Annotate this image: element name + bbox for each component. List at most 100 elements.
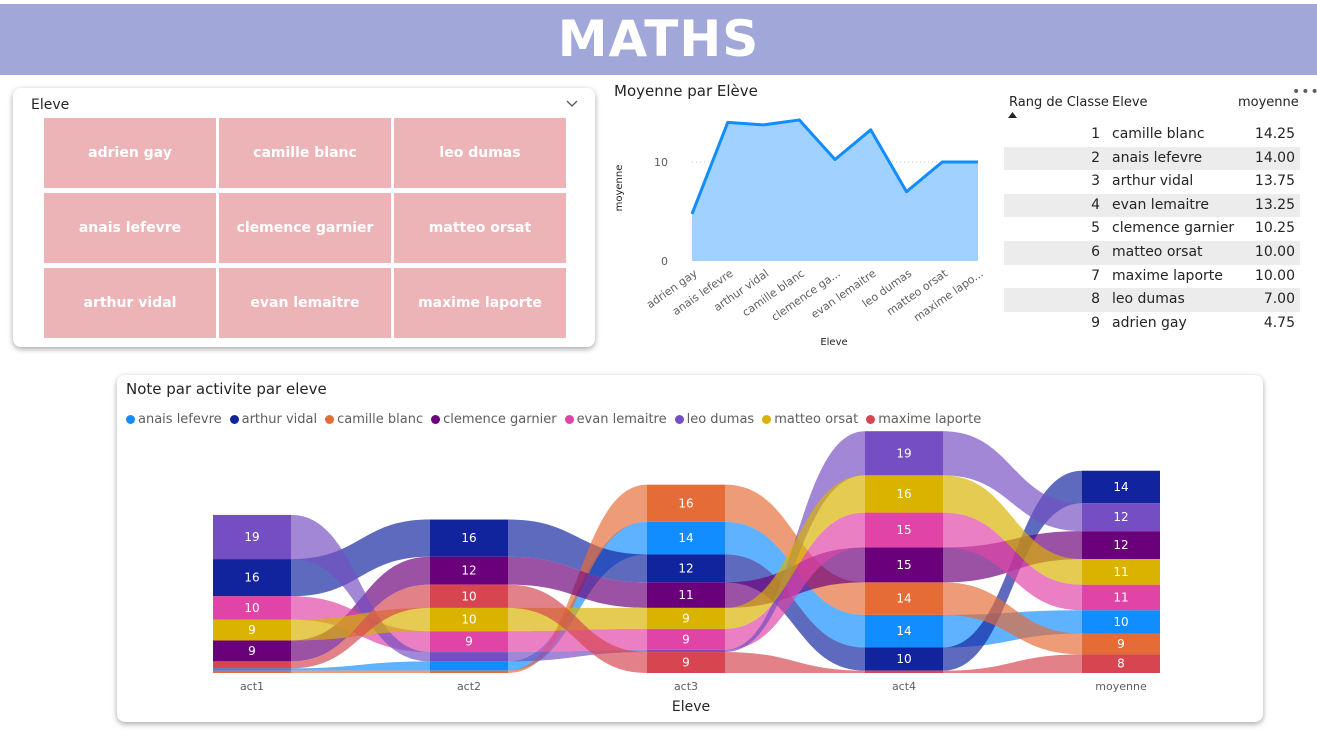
ribbon-segment[interactable] — [647, 628, 725, 650]
more-options-icon[interactable]: ••• — [1292, 84, 1317, 100]
ribbon-segment[interactable] — [213, 670, 291, 673]
table-row[interactable]: 1 camille blanc 14.25 — [1004, 123, 1300, 147]
legend-item[interactable]: camille blanc — [325, 412, 423, 427]
ribbon-segment[interactable] — [865, 614, 943, 648]
table-row[interactable]: 9 adrien gay 4.75 — [1004, 312, 1300, 336]
data-point[interactable] — [758, 119, 770, 131]
ribbon-flow[interactable] — [508, 519, 647, 583]
ribbon-flow[interactable] — [943, 582, 1082, 655]
ribbon-segment[interactable] — [430, 584, 508, 608]
ribbon-segment[interactable] — [430, 631, 508, 653]
y-axis-title: moyenne — [614, 165, 625, 212]
table-row[interactable]: 4 evan lemaitre 13.25 — [1004, 193, 1300, 218]
chevron-down-icon[interactable] — [565, 96, 579, 110]
data-point[interactable] — [829, 154, 841, 166]
slicer-tile[interactable]: anais lefevre — [44, 193, 216, 263]
ribbon-segment[interactable] — [647, 484, 725, 522]
column-header-eleve[interactable]: Eleve — [1112, 95, 1148, 110]
legend-item[interactable]: leo dumas — [674, 412, 754, 427]
ribbon-segment[interactable] — [865, 431, 943, 476]
slicer-tile[interactable]: maxime laporte — [394, 268, 566, 338]
legend-item[interactable]: evan lemaitre — [564, 412, 667, 427]
sort-ascending-icon[interactable] — [1008, 112, 1017, 118]
ribbon-flow[interactable] — [725, 475, 865, 629]
slicer-tile[interactable]: leo dumas — [394, 118, 566, 188]
table-row[interactable]: 2 anais lefevre 14.00 — [1004, 146, 1300, 171]
table-row[interactable]: 5 clemence garnier 10.25 — [1004, 217, 1300, 241]
ribbon-segment[interactable] — [213, 514, 291, 560]
ribbon-segment[interactable] — [213, 596, 291, 620]
ribbon-segment[interactable] — [647, 649, 725, 653]
ribbon-segment[interactable] — [865, 512, 943, 548]
ribbon-segment[interactable] — [647, 652, 725, 673]
legend-item[interactable]: arthur vidal — [229, 412, 317, 427]
ribbon-segment[interactable] — [213, 640, 291, 662]
table-row[interactable]: 7 maxime laporte 10.00 — [1004, 265, 1300, 289]
ribbon-flow[interactable] — [508, 556, 647, 608]
data-point[interactable] — [936, 156, 948, 168]
ribbon-segment[interactable] — [213, 559, 291, 597]
ribbon-segment[interactable] — [430, 519, 508, 557]
ribbon-segment[interactable] — [430, 607, 508, 632]
slicer-tile[interactable]: camille blanc — [219, 118, 391, 188]
eleve-cell: clemence garnier — [1112, 220, 1235, 237]
ribbon-segment[interactable] — [647, 582, 725, 608]
legend-label: maxime laporte — [878, 412, 982, 427]
ribbon-segment[interactable] — [1082, 610, 1160, 634]
data-point[interactable] — [865, 124, 877, 136]
ribbon-segment[interactable] — [1082, 531, 1160, 560]
ribbon-segment[interactable] — [1082, 559, 1160, 585]
ribbon-segment[interactable] — [865, 582, 943, 615]
ribbon-segment[interactable] — [1082, 633, 1160, 655]
ribbon-segment[interactable] — [865, 475, 943, 513]
ribbon-flow[interactable] — [291, 661, 430, 671]
ribbon-segment[interactable] — [213, 661, 291, 669]
ribbon-segment[interactable] — [430, 652, 508, 662]
ribbon-flow[interactable] — [943, 654, 1082, 673]
legend-item[interactable]: matteo orsat — [762, 412, 858, 427]
ribbon-flow[interactable] — [508, 584, 647, 673]
ribbon-flow[interactable] — [291, 584, 430, 669]
ribbon-segment[interactable] — [1082, 470, 1160, 504]
table-row[interactable]: 8 leo dumas 7.00 — [1004, 288, 1300, 312]
legend-item[interactable]: maxime laporte — [866, 412, 981, 427]
data-point[interactable] — [722, 116, 734, 128]
slicer-tile[interactable]: arthur vidal — [44, 268, 216, 338]
ribbon-flow[interactable] — [943, 431, 1082, 532]
table-row[interactable]: 6 matteo orsat 10.00 — [1004, 241, 1300, 265]
data-point[interactable] — [793, 114, 805, 126]
ribbon-segment[interactable] — [647, 521, 725, 555]
ribbon-flow[interactable] — [725, 652, 865, 673]
ribbon-segment[interactable] — [1082, 584, 1160, 611]
ribbon-segment[interactable] — [430, 556, 508, 585]
ribbon-segment[interactable] — [647, 554, 725, 583]
column-header-moyenne[interactable]: moyenne — [1238, 95, 1299, 110]
ribbon-flow[interactable] — [725, 512, 865, 650]
legend-item[interactable]: clemence garnier — [431, 412, 557, 427]
ribbon-flow[interactable] — [943, 512, 1082, 611]
slicer-tile[interactable]: matteo orsat — [394, 193, 566, 263]
ribbon-segment[interactable] — [647, 607, 725, 629]
ribbon-segment[interactable] — [1082, 503, 1160, 532]
legend-item[interactable]: anais lefevre — [126, 412, 222, 427]
ribbon-flow[interactable] — [291, 519, 430, 597]
table-row[interactable]: 3 arthur vidal 13.75 — [1004, 170, 1300, 194]
ribbon-segment[interactable] — [213, 619, 291, 641]
ribbon-segment[interactable] — [865, 547, 943, 583]
ribbon-segment[interactable] — [430, 661, 508, 671]
ribbon-segment[interactable] — [430, 670, 508, 673]
ribbon-segment[interactable] — [1082, 654, 1160, 673]
column-header-rang[interactable]: Rang de Classe — [1009, 95, 1109, 110]
ribbon-segment[interactable] — [865, 647, 943, 671]
ribbon-segment[interactable] — [213, 668, 291, 671]
data-point[interactable] — [686, 208, 698, 220]
slicer-tile[interactable]: clemence garnier — [219, 193, 391, 263]
ribbon-segment[interactable] — [865, 670, 943, 673]
ribbon-flow[interactable] — [943, 475, 1082, 585]
slicer-tile[interactable]: evan lemaitre — [219, 268, 391, 338]
ribbon-flow[interactable] — [291, 514, 430, 662]
ribbon-flow[interactable] — [291, 670, 430, 673]
data-point[interactable] — [972, 156, 984, 168]
data-point[interactable] — [901, 186, 913, 198]
slicer-tile[interactable]: adrien gay — [44, 118, 216, 188]
